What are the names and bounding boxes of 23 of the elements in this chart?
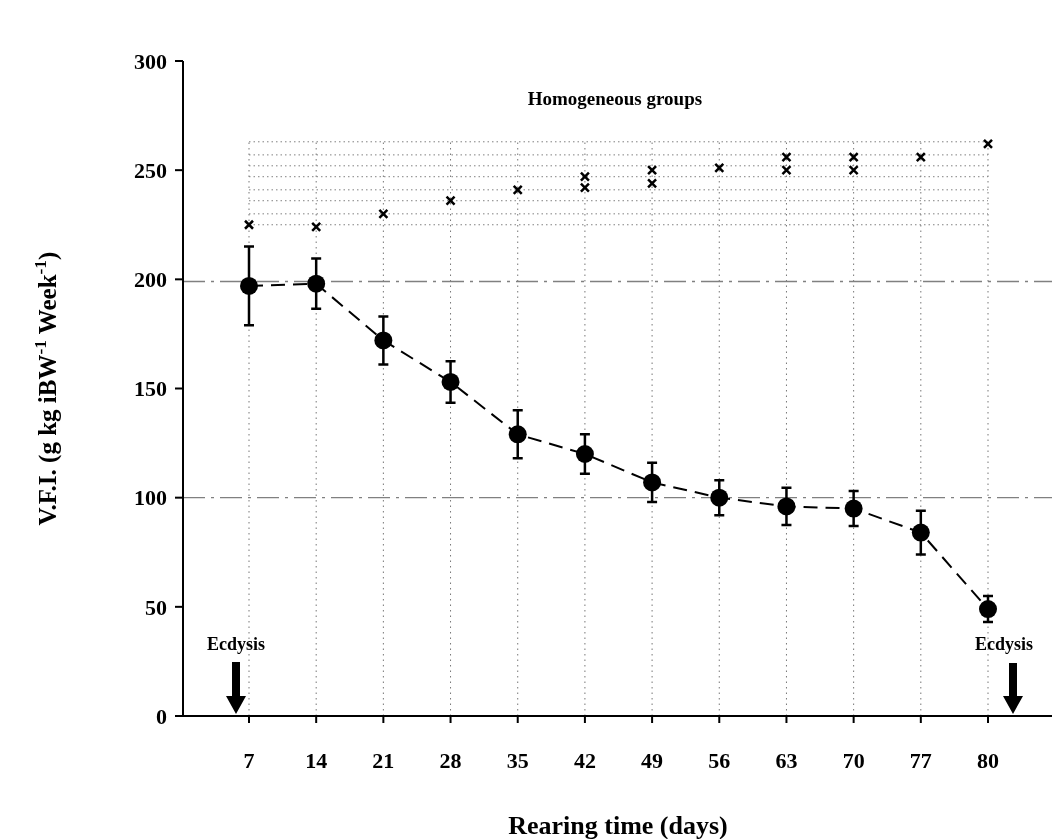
y-tick-label: 150 (134, 376, 167, 402)
x-tick-label: 77 (909, 748, 932, 773)
x-tick-label: 70 (842, 748, 865, 773)
annotation: Homogeneous groups (527, 87, 703, 109)
y-tick-label: 100 (134, 485, 167, 511)
annotation: Ecdysis (974, 634, 1034, 654)
x-tick-label: 21 (372, 748, 395, 773)
x-tick-label: 35 (506, 748, 529, 773)
x-tick-label: 63 (775, 748, 798, 773)
x-tick-label: 42 (573, 748, 596, 773)
x-tick-label: 49 (641, 748, 664, 773)
x-tick-label: 14 (305, 748, 328, 773)
annotation: Ecdysis (206, 634, 266, 654)
y-tick-label: 50 (145, 594, 167, 620)
y-tick-label: 200 (134, 267, 167, 293)
x-tick-label: 7 (243, 748, 255, 773)
x-axis-title: Rearing time (days) (508, 811, 728, 839)
y-tick-label: 250 (134, 157, 167, 183)
x-tick-label: 28 (439, 748, 462, 773)
x-tick-label: 80 (977, 748, 999, 773)
x-tick-label: 56 (708, 748, 731, 773)
y-tick-label: 0 (156, 703, 167, 729)
y-tick-label: 300 (134, 48, 167, 74)
